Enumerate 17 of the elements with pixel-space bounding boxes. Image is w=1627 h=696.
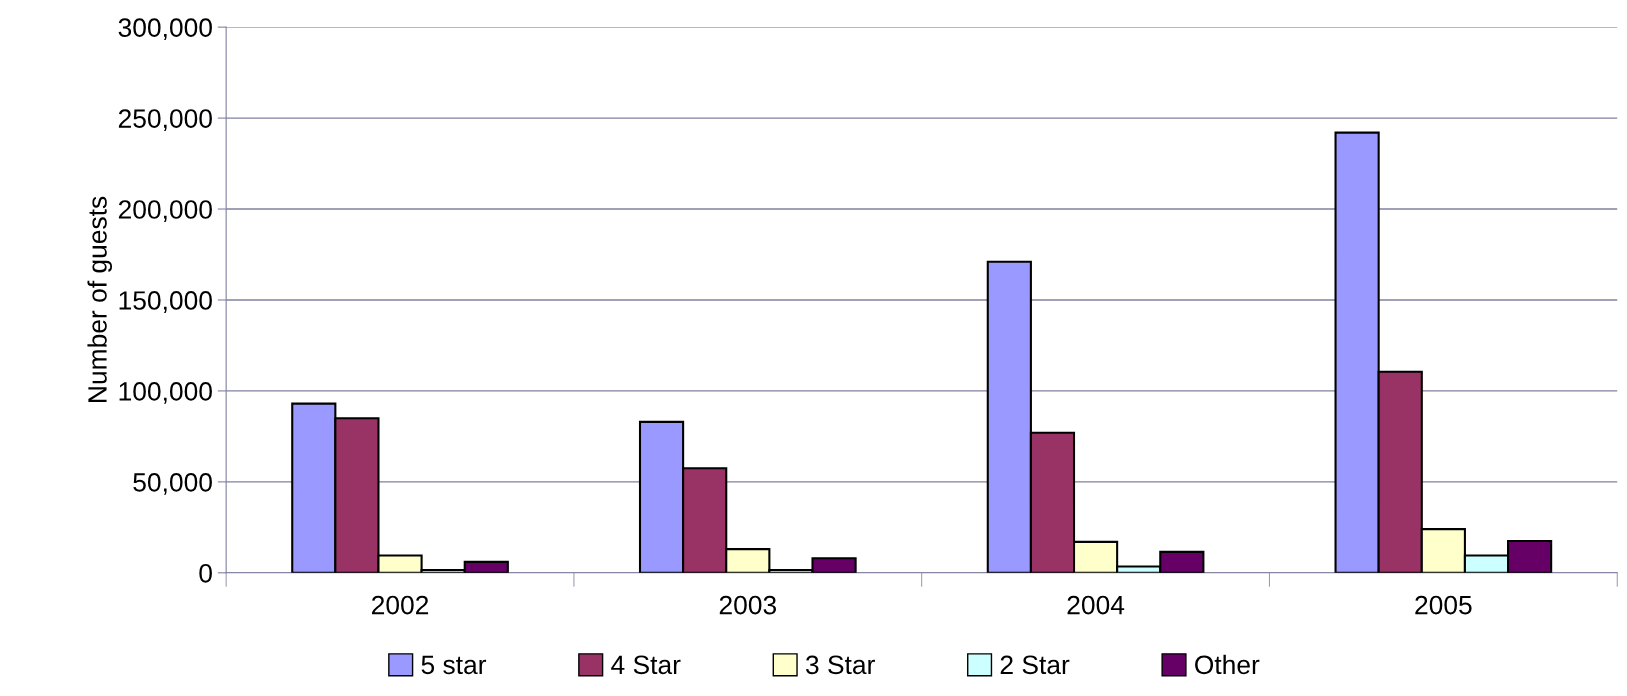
y-tick-label: 250,000 bbox=[118, 109, 212, 132]
y-axis-title: Number of guests bbox=[87, 196, 113, 402]
legend-label: 2 Star bbox=[1000, 655, 1070, 675]
x-tick-label: 2003 bbox=[719, 595, 777, 615]
y-tick-label: 150,000 bbox=[119, 291, 212, 313]
legend-label: 4 Star bbox=[611, 655, 681, 675]
y-tick-label: 50,000 bbox=[133, 473, 212, 495]
legend-label: Other bbox=[1195, 654, 1260, 675]
y-tick-label: 200,000 bbox=[118, 200, 212, 222]
x-tick-label: 2004 bbox=[1067, 595, 1125, 615]
y-tick-label: 100,000 bbox=[119, 382, 212, 404]
legend-label: 3 Star bbox=[805, 655, 875, 675]
legend-label: 5 star bbox=[421, 655, 487, 675]
x-tick-label: 2005 bbox=[1415, 595, 1472, 615]
y-tick-label: 300,000 bbox=[118, 18, 212, 41]
x-tick-label: 2002 bbox=[372, 595, 429, 615]
y-tick-label: 0 bbox=[199, 563, 212, 583]
